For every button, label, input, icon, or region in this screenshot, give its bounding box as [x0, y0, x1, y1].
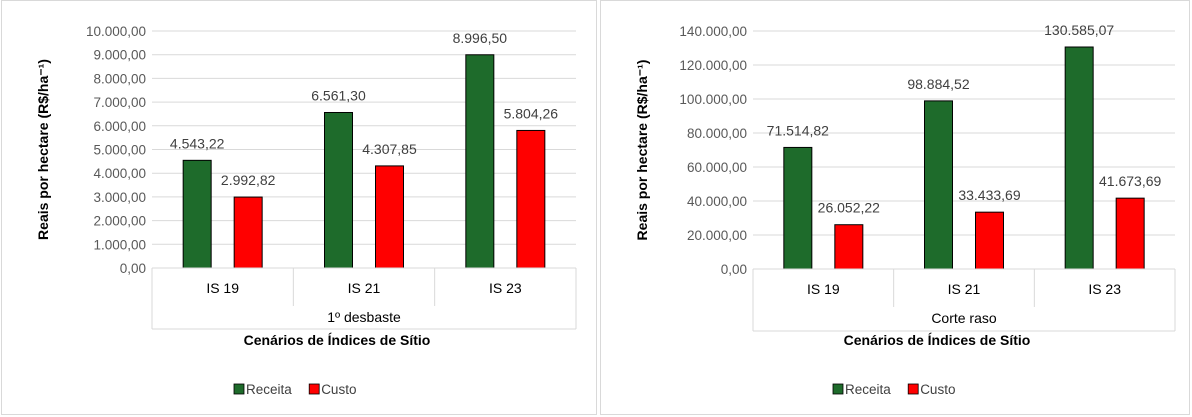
category-label: IS 23: [489, 280, 522, 296]
y-tick-label: 140.000,00: [679, 24, 747, 39]
data-label: 4.543,22: [170, 135, 225, 151]
group-label: Corte raso: [931, 310, 997, 326]
bar-custo: [375, 165, 404, 269]
y-axis-title: Reais por hectare (R$/ha⁻¹): [634, 60, 650, 241]
data-label: 71.514,82: [767, 122, 829, 138]
y-tick-label: 120.000,00: [679, 58, 747, 73]
bar-receita: [465, 54, 495, 269]
legend-swatch-receita: [832, 383, 844, 395]
bar-receita: [924, 100, 953, 270]
y-tick-label: 9.000,00: [93, 48, 146, 63]
data-label: 8.996,50: [453, 30, 508, 46]
legend-swatch-custo: [308, 383, 320, 395]
bar-custo: [516, 129, 546, 269]
y-tick-label: 7.000,00: [93, 95, 146, 110]
bar-receita: [1064, 46, 1094, 270]
y-tick-label: 3.000,00: [93, 190, 146, 205]
y-tick-label: 0,00: [721, 262, 747, 277]
y-tick-label: 10.000,00: [86, 24, 146, 39]
x-axis-title: Cenários de Índices de Sítio: [244, 332, 431, 348]
bar-receita: [324, 111, 353, 269]
bar-custo: [975, 211, 1004, 270]
data-label: 98.884,52: [907, 76, 969, 92]
x-axis-title: Cenários de Índices de Sítio: [844, 332, 1031, 348]
legend-swatch-receita: [233, 383, 245, 395]
chart-panel-desbaste: 0,00 1.000,00 2.000,00 3.000,00 4.000,00 5.00…: [1, 0, 597, 415]
data-label: 2.992,82: [221, 172, 276, 188]
chart-panel-corte-raso: 0,00 20.000,00 40.000,00 60.000,00 80.000,00…: [600, 0, 1190, 415]
category-label: IS 19: [807, 281, 840, 297]
y-tick-label: 20.000,00: [687, 228, 747, 243]
y-axis-title: Reais por hectare (R$/ha⁻¹): [35, 59, 51, 240]
bar-custo: [233, 196, 263, 269]
bar-custo: [834, 224, 864, 270]
y-tick-label: 6.000,00: [93, 119, 146, 134]
data-label: 4.307,85: [362, 141, 417, 157]
bar-custo: [1115, 197, 1145, 270]
y-tick-label: 2.000,00: [93, 214, 146, 229]
y-tick-label: 8.000,00: [93, 71, 146, 86]
data-label: 130.585,07: [1044, 22, 1114, 38]
data-label: 26.052,22: [818, 200, 880, 216]
legend-label: Receita: [246, 382, 292, 397]
y-tick-label: 40.000,00: [687, 194, 747, 209]
legend-label: Custo: [321, 382, 356, 397]
chart-desbaste-svg: 0,00 1.000,00 2.000,00 3.000,00 4.000,00 5.00…: [35, 24, 577, 397]
bar-receita: [182, 159, 212, 269]
y-tick-label: 4.000,00: [93, 166, 146, 181]
legend-label: Receita: [845, 382, 891, 397]
chart-corte-raso-svg: 0,00 20.000,00 40.000,00 60.000,00 80.000,00…: [634, 22, 1176, 397]
category-label: IS 21: [948, 281, 981, 297]
category-label: IS 23: [1088, 281, 1121, 297]
data-label: 6.561,30: [311, 87, 366, 103]
group-label: 1º desbaste: [327, 309, 401, 325]
y-tick-label: 5.000,00: [93, 143, 146, 158]
category-label: IS 19: [206, 280, 239, 296]
data-label: 33.433,69: [958, 187, 1020, 203]
y-tick-label: 60.000,00: [687, 160, 747, 175]
data-label: 41.673,69: [1099, 173, 1161, 189]
y-tick-label: 0,00: [120, 261, 146, 276]
y-tick-label: 80.000,00: [687, 126, 747, 141]
y-tick-label: 1.000,00: [93, 237, 146, 252]
y-tick-label: 100.000,00: [679, 92, 747, 107]
bar-receita: [783, 146, 813, 270]
data-label: 5.804,26: [504, 105, 559, 121]
category-label: IS 21: [348, 280, 381, 296]
legend-swatch-custo: [907, 383, 919, 395]
legend-label: Custo: [920, 382, 955, 397]
